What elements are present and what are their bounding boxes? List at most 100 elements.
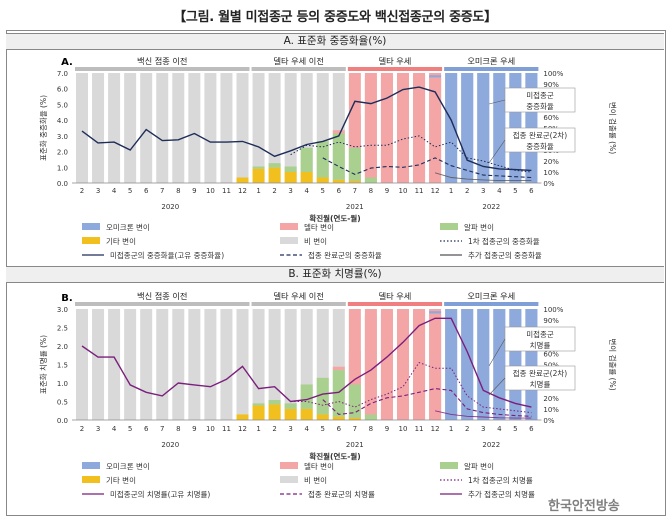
- period-label: 델타 우세 이전: [273, 56, 323, 66]
- delta-variant-bar: [397, 75, 409, 183]
- delta-variant-bar: [429, 313, 442, 420]
- x-tick-label: 4: [304, 187, 309, 195]
- other-variant-bar: [284, 172, 297, 183]
- legend-swatch: [280, 237, 298, 244]
- omicron-variant-bar: [477, 73, 490, 183]
- period-label: 델타 우세 이전: [273, 291, 323, 301]
- background-bar: [284, 73, 297, 183]
- other-variant-bar: [348, 417, 361, 420]
- omicron-variant-bar: [429, 311, 442, 314]
- alpha-variant-bar: [316, 141, 329, 178]
- series-line: [290, 135, 532, 173]
- other-variant-bar: [236, 414, 249, 420]
- annotation-box: [504, 127, 576, 153]
- period-band: [251, 302, 346, 306]
- legend-label: 비 변이: [304, 236, 327, 246]
- legend-label: 알파 변이: [464, 222, 494, 232]
- x-tick-label: 12: [431, 425, 440, 433]
- y-axis-label: 표준화 중증화율 (%): [39, 95, 48, 161]
- alpha-variant-bar: [316, 377, 329, 415]
- x-tick-label: 11: [415, 425, 424, 433]
- background-bar: [204, 309, 217, 420]
- x-tick-label: 3: [288, 187, 292, 195]
- legend-swatch: [82, 223, 100, 230]
- period-label: 델타 우세: [379, 56, 412, 66]
- background-bar: [188, 309, 201, 420]
- x-tick-label: 6: [337, 187, 342, 195]
- x-tick-label: 10: [206, 425, 215, 433]
- legend-swatch: [280, 462, 298, 469]
- other-variant-bar: [300, 172, 313, 183]
- legend-label: 알파 변이: [464, 461, 494, 471]
- background-bar: [108, 309, 121, 420]
- legend-label: 추가 접종군의 중증화율: [468, 250, 542, 260]
- other-variant-bar: [284, 408, 297, 420]
- background-bar: [284, 309, 297, 420]
- background-bar: [252, 73, 265, 183]
- y-tick-label: 2.5: [57, 325, 68, 333]
- delta-variant-bar: [380, 312, 393, 420]
- legend-swatch: [440, 462, 458, 469]
- x-tick-label: 8: [176, 425, 180, 433]
- watermark-text: 한국안전방송: [548, 499, 620, 514]
- x-tick-label: 5: [513, 425, 517, 433]
- omicron-variant-bar: [429, 75, 442, 78]
- background-bar: [140, 73, 153, 183]
- y-axis-label: 표준화 치명률 (%): [38, 335, 48, 394]
- figure-title: 【그림. 월별 미접종군 등의 중증도와 백신접종군의 중증도】: [173, 10, 497, 25]
- legend-label: 기타 변이: [106, 236, 136, 246]
- background-bar: [252, 309, 265, 420]
- legend-swatch: [82, 237, 100, 244]
- alpha-variant-bar: [300, 384, 313, 409]
- x-tick-label: 7: [353, 425, 357, 433]
- y-tick-label: 0.0: [57, 180, 68, 188]
- series-line: [81, 86, 532, 172]
- x-tick-label: 11: [222, 187, 231, 195]
- annotation-text: 미접종군 중증화율: [526, 91, 554, 111]
- background-bar: [92, 309, 105, 420]
- period-label: 오미크론 우세: [467, 291, 515, 301]
- background-bar: [220, 309, 233, 420]
- x-tick-label: 5: [513, 187, 517, 195]
- y-tick-label: 0.5: [57, 399, 68, 407]
- background-bar: [92, 73, 105, 183]
- section-a-header: A. 표준화 중증화율(%): [6, 33, 664, 50]
- annotation-box: [504, 87, 576, 113]
- x-tick-label: 8: [176, 187, 180, 195]
- legend-label: 1차 접종군의 중증화율: [468, 236, 540, 246]
- year-label: 2021: [346, 441, 364, 449]
- alpha-variant-bar: [284, 403, 297, 409]
- delta-variant-bar: [364, 314, 377, 415]
- x-tick-label: 5: [321, 425, 325, 433]
- legend-label: 오미크론 변이: [106, 222, 150, 232]
- legend-label: 기타 변이: [106, 475, 136, 485]
- legend-swatch: [82, 462, 100, 469]
- panel-label: B.: [61, 293, 72, 304]
- other-variant-bar: [300, 408, 313, 420]
- x-tick-label: 8: [369, 425, 373, 433]
- x-tick-label: 7: [160, 425, 164, 433]
- y-tick-label: 1.0: [57, 380, 68, 388]
- other-variant-bar: [332, 416, 345, 420]
- x-tick-label: 3: [96, 425, 100, 433]
- background-bar: [76, 73, 88, 183]
- omicron-variant-bar: [445, 73, 458, 183]
- annotation-pointer: [488, 377, 506, 396]
- alpha-variant-bar: [252, 166, 265, 169]
- x-tick-label: 1: [256, 425, 260, 433]
- y2-tick-label: 60%: [543, 350, 559, 358]
- omicron-variant-bar: [445, 309, 458, 420]
- x-tick-label: 3: [481, 425, 485, 433]
- x-tick-label: 6: [337, 425, 342, 433]
- background-bar: [156, 309, 169, 420]
- y2-tick-label: 100%: [543, 306, 563, 314]
- y-tick-label: 4.0: [57, 117, 68, 125]
- y-tick-label: 1.0: [57, 164, 68, 172]
- legend-label: 델타 변이: [304, 461, 334, 471]
- legend-swatch: [280, 223, 298, 230]
- series-line: [322, 388, 532, 417]
- alpha-variant-bar: [364, 177, 377, 183]
- x-tick-label: 10: [399, 187, 408, 195]
- delta-variant-bar: [397, 311, 409, 420]
